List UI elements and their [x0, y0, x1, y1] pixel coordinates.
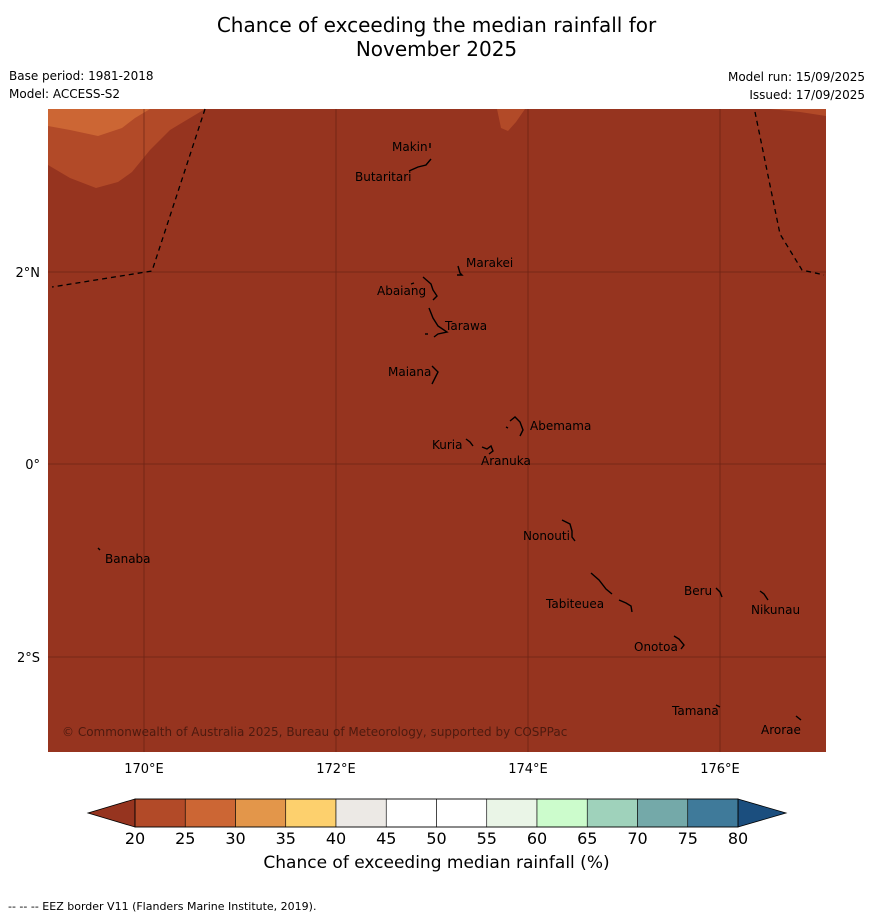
colorbar-segment [335, 798, 387, 828]
island-marakei [457, 265, 464, 276]
model-run-date: Model run: 15/09/2025 [727, 70, 865, 84]
colorbar-tick-label: 35 [276, 829, 296, 848]
place-label-tarawa: Tarawa [444, 319, 487, 333]
place-label-arorae: Arorae [761, 723, 801, 737]
island-nikunau [759, 590, 769, 601]
island-banaba [97, 547, 101, 551]
lon-tick-label: 176°E [700, 762, 740, 777]
eez-legend-note: -- -- -- EEZ border V11 (Flanders Marine… [8, 900, 317, 913]
colorbar-tick-label: 50 [426, 829, 446, 848]
island-tarawa [428, 307, 449, 338]
island-aranuka [481, 444, 494, 455]
colorbar-tick-label: 70 [627, 829, 647, 848]
contour-25-30 [48, 109, 150, 136]
graticule [48, 109, 826, 752]
colorbar-frame [134, 798, 739, 828]
colorbar-segment [235, 798, 287, 828]
island-onotoa [673, 635, 685, 650]
place-label-abaiang: Abaiang [377, 284, 426, 298]
island-nonouti [561, 519, 576, 542]
colorbar-tick-label: 80 [728, 829, 748, 848]
colorbar-segment [637, 798, 689, 828]
lat-tick-label: 2°S [17, 651, 40, 666]
island-outlines [97, 143, 802, 721]
island-abemama-w [505, 426, 509, 429]
place-label-tamana: Tamana [671, 704, 719, 718]
colorbar-segment [436, 798, 488, 828]
contour-notch [497, 109, 525, 131]
place-label-makin: Makin [392, 140, 428, 154]
lon-tick-label: 170°E [124, 762, 164, 777]
place-label-aranuka: Aranuka [481, 454, 531, 468]
colorbar-tick-label: 55 [477, 829, 497, 848]
chart-title: Chance of exceeding the median rainfall … [216, 13, 657, 37]
island-tabiteuea-s [618, 599, 633, 613]
island-butaritari [408, 158, 432, 172]
place-label-onotoa: Onotoa [634, 640, 678, 654]
island-maiana [431, 365, 439, 385]
place-label-butaritari: Butaritari [355, 170, 412, 184]
model-name: Model: ACCESS-S2 [9, 87, 121, 101]
colorbar-segment [486, 798, 538, 828]
colorbar-segment [184, 798, 236, 828]
island-abaiang-w [410, 282, 415, 285]
issued-date: Issued: 17/09/2025 [749, 88, 865, 102]
island-beru [715, 587, 723, 598]
place-label-abemama: Abemama [530, 419, 591, 433]
island-tamana [715, 704, 721, 708]
colorbar-below-arrow [86, 798, 136, 828]
chart-subtitle: November 2025 [355, 37, 518, 61]
island-kuria [465, 438, 474, 447]
colorbar-tick-label: 45 [376, 829, 396, 848]
place-label-kuria: Kuria [432, 438, 463, 452]
colorbar-segment [536, 798, 588, 828]
place-label-maiana: Maiana [388, 365, 431, 379]
colorbar-above-arrow [737, 798, 788, 828]
colorbar-segment [285, 798, 337, 828]
place-label-nikunau: Nikunau [751, 603, 800, 617]
colorbar-label: Chance of exceeding median rainfall (%) [263, 853, 610, 873]
colorbar-segment [385, 798, 437, 828]
colorbar [86, 798, 788, 828]
colorbar-tick-label: 75 [678, 829, 698, 848]
lat-tick-label: 2°N [16, 266, 41, 281]
lon-tick-label: 174°E [508, 762, 548, 777]
place-label-tabiteuea: Tabiteuea [545, 597, 604, 611]
lat-tick-label: 0° [25, 458, 40, 473]
place-label-beru: Beru [684, 584, 712, 598]
base-period: Base period: 1981-2018 [9, 69, 154, 83]
colorbar-tick-label: 20 [125, 829, 145, 848]
colorbar-tick-label: 60 [527, 829, 547, 848]
place-label-marakei: Marakei [466, 256, 513, 270]
place-label-nonouti: Nonouti [523, 529, 570, 543]
place-label-banaba: Banaba [105, 552, 151, 566]
island-tabiteuea-n [590, 572, 613, 595]
colorbar-segment [134, 798, 186, 828]
colorbar-segment [687, 798, 739, 828]
map-field [48, 109, 826, 752]
colorbar-tick-label: 40 [326, 829, 346, 848]
lon-tick-label: 172°E [316, 762, 356, 777]
island-arorae [795, 715, 802, 721]
eez-borders [51, 108, 825, 288]
colorbar-segment [586, 798, 638, 828]
island-abaiang [422, 276, 438, 301]
copyright-notice: © Commonwealth of Australia 2025, Bureau… [62, 725, 567, 739]
island-abemama [509, 416, 524, 437]
colorbar-tick-label: 30 [225, 829, 245, 848]
colorbar-tick-label: 25 [175, 829, 195, 848]
colorbar-tick-label: 65 [577, 829, 597, 848]
contour-topright [770, 109, 826, 116]
